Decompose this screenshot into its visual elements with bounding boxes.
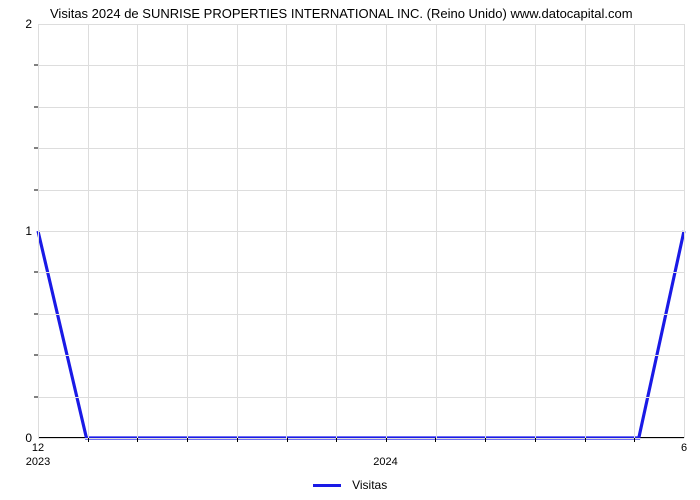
chart-title: Visitas 2024 de SUNRISE PROPERTIES INTER… <box>50 6 690 21</box>
grid-horizontal-minor <box>38 355 684 356</box>
grid-horizontal <box>38 24 684 25</box>
grid-horizontal-minor <box>38 65 684 66</box>
x-tick-minor <box>485 438 486 442</box>
x-tick-minor <box>386 438 387 442</box>
x-tick-minor <box>88 438 89 442</box>
plot-area: 01212202362024 <box>38 24 684 438</box>
y-tick-minor <box>34 148 38 149</box>
legend: Visitas <box>0 477 700 492</box>
y-tick-label: 2 <box>25 17 38 31</box>
x-tick-year: 2024 <box>373 438 397 468</box>
x-tick-minor <box>634 438 635 442</box>
x-tick-year: 2023 <box>26 438 50 468</box>
grid-horizontal <box>38 438 684 439</box>
x-tick-minor <box>137 438 138 442</box>
x-tick-minor <box>237 438 238 442</box>
legend-swatch <box>313 484 341 487</box>
grid-horizontal-minor <box>38 397 684 398</box>
x-tick-label: 6 <box>681 438 687 454</box>
grid-horizontal-minor <box>38 314 684 315</box>
chart-area: 01212202362024 <box>38 24 684 438</box>
grid-vertical <box>684 24 685 438</box>
grid-horizontal-minor <box>38 272 684 273</box>
x-tick-minor <box>435 438 436 442</box>
series-line-visitas <box>38 231 684 438</box>
y-tick-minor <box>34 396 38 397</box>
grid-horizontal-minor <box>38 148 684 149</box>
x-tick-minor <box>187 438 188 442</box>
y-tick-minor <box>34 65 38 66</box>
legend-label: Visitas <box>352 478 387 492</box>
x-tick-minor <box>287 438 288 442</box>
y-tick-minor <box>34 313 38 314</box>
x-tick-minor <box>585 438 586 442</box>
grid-horizontal-minor <box>38 190 684 191</box>
y-tick-minor <box>34 106 38 107</box>
y-tick-minor <box>34 272 38 273</box>
y-tick-minor <box>34 189 38 190</box>
x-tick-minor <box>535 438 536 442</box>
y-tick-label: 1 <box>25 224 38 238</box>
y-tick-minor <box>34 355 38 356</box>
grid-horizontal-minor <box>38 107 684 108</box>
grid-horizontal <box>38 231 684 232</box>
x-tick-minor <box>336 438 337 442</box>
